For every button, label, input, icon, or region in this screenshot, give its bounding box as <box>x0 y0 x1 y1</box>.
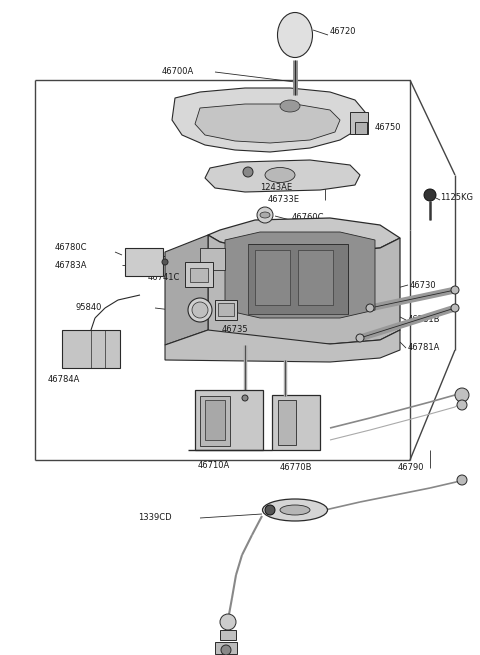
Circle shape <box>457 400 467 410</box>
Circle shape <box>424 189 436 201</box>
Circle shape <box>366 304 374 312</box>
Polygon shape <box>195 104 340 143</box>
Text: 46750: 46750 <box>375 124 401 132</box>
Ellipse shape <box>280 100 300 112</box>
Bar <box>195 390 263 450</box>
Polygon shape <box>208 218 400 252</box>
Bar <box>218 303 234 316</box>
Text: 46720: 46720 <box>330 28 357 37</box>
Circle shape <box>242 395 248 401</box>
Ellipse shape <box>263 499 327 521</box>
Polygon shape <box>165 235 208 345</box>
Text: 46760C: 46760C <box>292 214 324 223</box>
Circle shape <box>265 505 275 515</box>
Bar <box>62 330 120 368</box>
Ellipse shape <box>260 212 270 218</box>
Text: 1243AE: 1243AE <box>260 183 292 193</box>
Text: 46710A: 46710A <box>198 460 230 470</box>
Bar <box>350 112 368 134</box>
Circle shape <box>356 334 364 342</box>
Bar <box>200 396 230 446</box>
Circle shape <box>451 304 459 312</box>
Bar <box>185 262 213 287</box>
Circle shape <box>451 286 459 294</box>
Ellipse shape <box>265 168 295 183</box>
Circle shape <box>188 298 212 322</box>
Text: 46780C: 46780C <box>55 244 87 252</box>
Bar <box>215 300 237 320</box>
Bar <box>220 630 236 640</box>
Ellipse shape <box>280 505 310 515</box>
Polygon shape <box>208 235 400 344</box>
Circle shape <box>243 167 253 177</box>
Circle shape <box>455 388 469 402</box>
Polygon shape <box>165 330 400 362</box>
Bar <box>278 400 296 445</box>
Text: 95840: 95840 <box>75 303 101 312</box>
Text: 46730: 46730 <box>410 280 437 290</box>
Bar <box>205 400 225 440</box>
Ellipse shape <box>277 12 312 58</box>
Text: 46783A: 46783A <box>55 261 87 269</box>
Text: 46781B: 46781B <box>408 316 441 324</box>
Bar <box>215 642 237 654</box>
Circle shape <box>162 259 168 265</box>
Text: 46741C: 46741C <box>148 274 180 282</box>
Polygon shape <box>225 232 375 318</box>
Bar <box>272 395 320 450</box>
Circle shape <box>192 302 208 318</box>
Text: 46735: 46735 <box>222 326 249 335</box>
Polygon shape <box>205 160 360 192</box>
Circle shape <box>221 645 231 655</box>
Text: 46790: 46790 <box>398 464 424 472</box>
Bar <box>255 250 290 305</box>
Text: 1125KG: 1125KG <box>440 193 473 202</box>
Text: 1339CD: 1339CD <box>138 514 172 523</box>
Polygon shape <box>172 88 365 152</box>
Bar <box>190 268 208 282</box>
Circle shape <box>220 614 236 630</box>
Circle shape <box>257 207 273 223</box>
Text: 46781A: 46781A <box>408 343 440 352</box>
Circle shape <box>457 475 467 485</box>
Bar <box>248 244 348 314</box>
Text: 46770B: 46770B <box>280 464 312 472</box>
Bar <box>125 248 163 276</box>
Bar <box>355 122 367 134</box>
Text: 46700A: 46700A <box>162 67 194 77</box>
Text: 46733E: 46733E <box>268 195 300 204</box>
Text: 46784A: 46784A <box>48 375 80 384</box>
Bar <box>298 250 333 305</box>
Bar <box>200 248 225 270</box>
